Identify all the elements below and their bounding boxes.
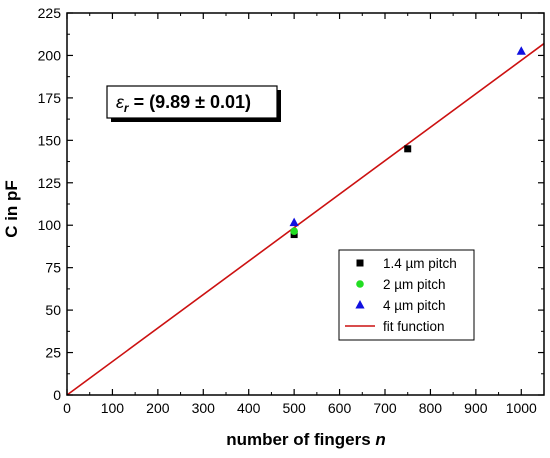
points-layer bbox=[289, 46, 526, 239]
legend-swatch-circle bbox=[356, 280, 364, 288]
annotation-value: = (9.89 ± 0.01) bbox=[129, 92, 251, 112]
x-tick-label: 300 bbox=[192, 400, 216, 416]
y-tick-label: 25 bbox=[45, 345, 61, 361]
x-tick-label: 1000 bbox=[506, 400, 537, 416]
x-tick-label: 800 bbox=[419, 400, 443, 416]
x-tick-label: 500 bbox=[282, 400, 306, 416]
plot-frame bbox=[66, 12, 545, 396]
y-tick-label: 225 bbox=[38, 5, 62, 21]
x-tick-label: 400 bbox=[237, 400, 261, 416]
legend-label: 4 µm pitch bbox=[383, 298, 446, 313]
y-axis-title: C in pF bbox=[2, 180, 21, 238]
x-axis-title-text: number of fingers bbox=[226, 430, 375, 449]
data-point-square-1 bbox=[404, 145, 412, 153]
x-tick-label: 0 bbox=[63, 400, 71, 416]
y-tick-label: 75 bbox=[45, 260, 61, 276]
data-point-circle-0 bbox=[290, 227, 298, 235]
y-tick-label: 200 bbox=[38, 47, 62, 63]
fit-line bbox=[66, 42, 545, 396]
y-tick-label: 125 bbox=[38, 175, 62, 191]
legend-swatch-triangle bbox=[355, 300, 365, 309]
x-tick-label: 900 bbox=[464, 400, 488, 416]
ticks-layer: 0 100 200 300 400 500 600 700 800 900 1000 0 25 50 75 1… bbox=[38, 5, 544, 416]
data-point-triangle-0 bbox=[289, 217, 299, 227]
legend-swatch-square bbox=[356, 259, 364, 267]
x-tick-label: 200 bbox=[146, 400, 170, 416]
x-axis-title-variable: n bbox=[375, 430, 385, 449]
annotation-symbol: ε bbox=[116, 92, 125, 112]
annotation-box: εr = (9.89 ± 0.01) bbox=[106, 85, 281, 122]
legend-label: 2 µm pitch bbox=[383, 277, 446, 292]
fit-layer bbox=[66, 42, 545, 396]
annotation-subscript: r bbox=[124, 101, 130, 115]
x-tick-label: 700 bbox=[373, 400, 397, 416]
y-tick-label: 50 bbox=[45, 302, 61, 318]
x-tick-label: 100 bbox=[101, 400, 125, 416]
legend-label: fit function bbox=[383, 319, 445, 334]
data-point-triangle-1 bbox=[516, 46, 526, 55]
y-tick-label: 0 bbox=[53, 387, 61, 403]
legend: 1.4 µm pitch 2 µm pitch 4 µm pitch fit func… bbox=[338, 249, 475, 341]
annotation-frame bbox=[106, 85, 278, 119]
y-tick-label: 100 bbox=[38, 217, 62, 233]
x-axis-title: number of fingers n bbox=[226, 430, 386, 449]
legend-label: 1.4 µm pitch bbox=[383, 256, 457, 271]
x-tick-label: 600 bbox=[328, 400, 352, 416]
y-tick-label: 175 bbox=[38, 90, 62, 106]
annotation-text: εr = (9.89 ± 0.01) bbox=[116, 92, 251, 115]
y-tick-label: 150 bbox=[38, 132, 62, 148]
